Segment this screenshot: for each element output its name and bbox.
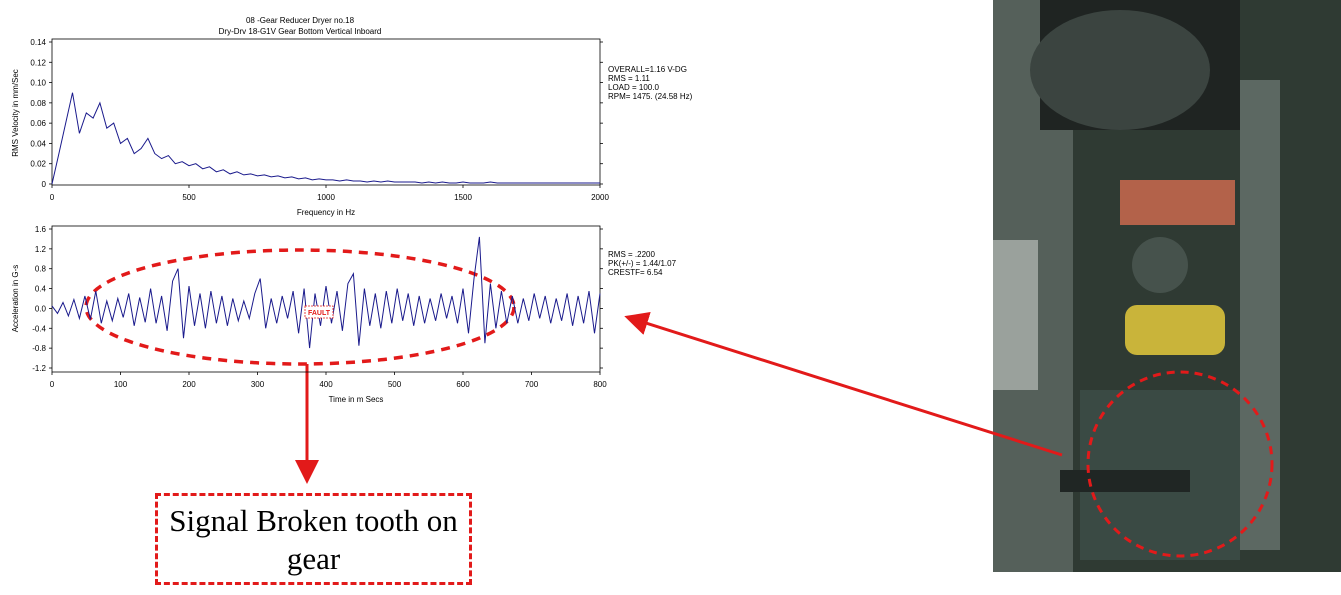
fault-ellipse (84, 248, 516, 366)
x-tick-label: 400 (319, 380, 333, 389)
y-tick-label: -1.2 (32, 364, 46, 373)
y-tick-label: 0.04 (30, 139, 46, 148)
x-tick-label: 800 (593, 380, 607, 389)
stat-note: RMS = .2200 (608, 250, 655, 259)
y-axis-label: Acceleration in G-s (11, 265, 20, 333)
fault-label: FAULT (308, 310, 331, 317)
y-tick-label: -0.8 (32, 344, 46, 353)
x-tick-label: 0 (50, 193, 55, 202)
y-tick-label: 0 (42, 180, 47, 189)
y-tick-label: 0.10 (30, 79, 46, 88)
stat-note: LOAD = 100.0 (608, 83, 659, 92)
stat-note: CRESTF= 6.54 (608, 268, 663, 277)
x-tick-label: 300 (251, 380, 265, 389)
chart-subtitle: Dry-Drv 18-G1V Gear Bottom Vertical Inbo… (219, 27, 382, 36)
stat-note: RMS = 1.11 (608, 74, 650, 83)
data-line (51, 92, 600, 185)
y-tick-label: 0.06 (30, 119, 46, 128)
y-tick-label: 0.4 (35, 285, 47, 294)
machine-photo (993, 0, 1341, 572)
data-line (51, 236, 601, 349)
x-tick-label: 500 (388, 380, 402, 389)
plot-frame (51, 225, 601, 373)
x-tick-label: 100 (114, 380, 128, 389)
y-tick-label: 0.14 (30, 38, 46, 47)
y-tick-label: 0.8 (35, 265, 47, 274)
y-tick-label: -0.4 (32, 324, 46, 333)
y-tick-label: 0.0 (35, 304, 47, 313)
y-tick-label: 0.02 (30, 160, 46, 169)
stat-note: PK(+/-) = 1.44/1.07 (608, 259, 677, 268)
x-tick-label: 1000 (317, 193, 335, 202)
y-tick-label: 1.6 (35, 225, 47, 234)
callout-box: Signal Broken tooth on gear (155, 493, 472, 585)
y-tick-label: 0.08 (30, 99, 46, 108)
plot-frame (51, 38, 601, 186)
x-tick-label: 700 (525, 380, 539, 389)
fault-box (304, 305, 334, 319)
arrow-left (624, 312, 1063, 457)
x-axis-label: Frequency in Hz (297, 208, 355, 217)
y-tick-label: 0.12 (30, 58, 46, 67)
chart-title: 08 -Gear Reducer Dryer no.18 (246, 16, 355, 25)
x-tick-label: 200 (182, 380, 196, 389)
y-axis-label: RMS Velocity in mm/Sec (11, 69, 20, 157)
x-tick-label: 0 (50, 380, 55, 389)
y-tick-label: 1.2 (35, 245, 47, 254)
x-tick-label: 500 (182, 193, 196, 202)
x-tick-label: 1500 (454, 193, 472, 202)
x-tick-label: 2000 (591, 193, 609, 202)
stat-note: RPM= 1475. (24.58 Hz) (608, 92, 693, 101)
stat-note: OVERALL=1.16 V-DG (608, 65, 687, 74)
x-tick-label: 600 (456, 380, 470, 389)
x-axis-label: Time in m Secs (329, 395, 384, 404)
